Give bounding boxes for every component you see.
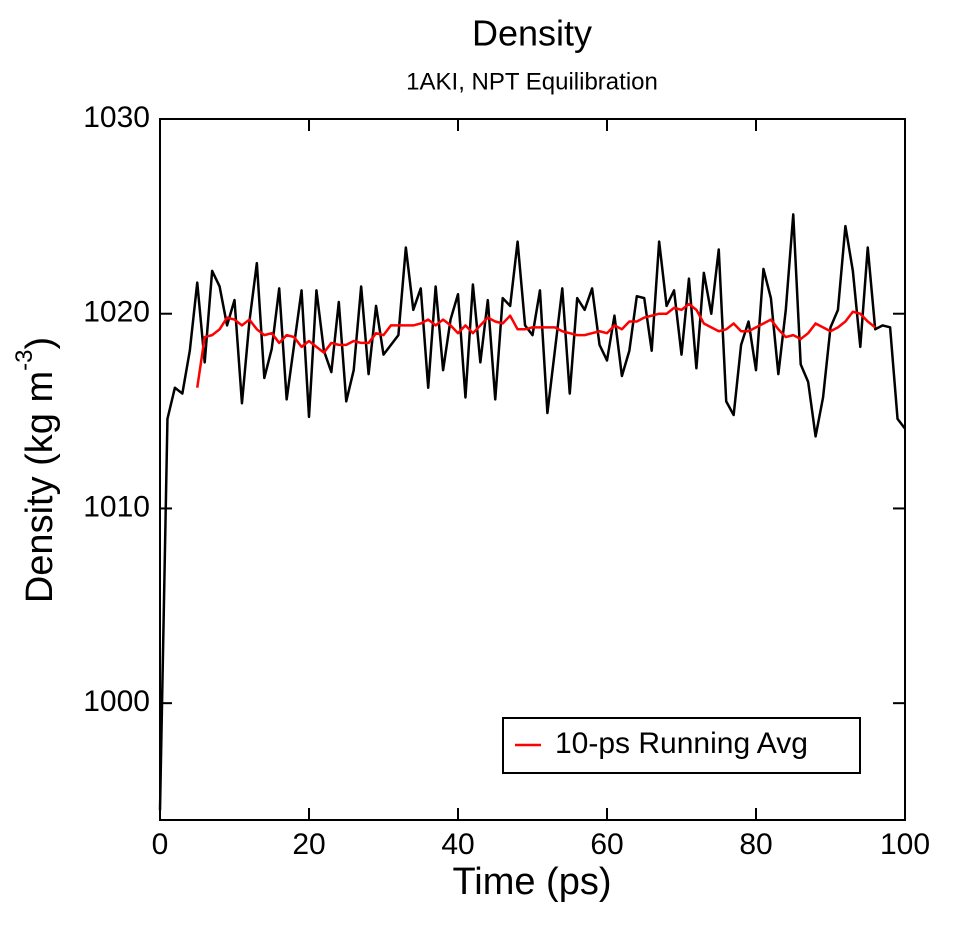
y-tick-label: 1000 [83, 685, 150, 718]
data-line [158, 213, 906, 811]
y-tick-label: 1010 [83, 490, 150, 523]
x-axis-label: Time (ps) [452, 861, 611, 903]
plot-frame [159, 118, 906, 821]
y-axis-label-superscript: -3 [11, 350, 38, 371]
y-tick-label: 1030 [83, 101, 150, 134]
y-axis-label: Density (kg m-3) [11, 337, 61, 603]
x-tick-label: 80 [739, 828, 772, 861]
x-tick-label: 0 [152, 828, 169, 861]
y-tick-label: 1020 [83, 296, 150, 329]
x-tick-label: 20 [292, 828, 325, 861]
x-tick-label: 40 [441, 828, 474, 861]
y-axis-label-text: Density (kg m [19, 371, 61, 603]
x-tick-label: 60 [590, 828, 623, 861]
legend-box [502, 717, 861, 774]
y-axis-label-close: ) [19, 337, 61, 350]
legend-label: 10-ps Running Avg [555, 727, 808, 760]
x-tick-label: 100 [880, 828, 930, 861]
chart-title: Density [472, 13, 592, 54]
chart-subtitle: 1AKI, NPT Equilibration [406, 68, 658, 95]
data-line [196, 302, 876, 388]
